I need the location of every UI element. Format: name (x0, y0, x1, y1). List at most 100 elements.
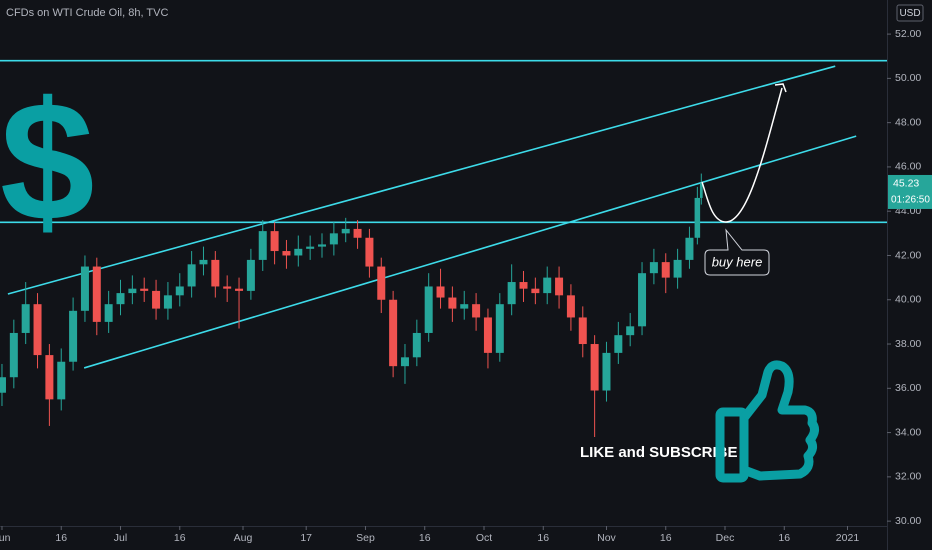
candle-body (626, 326, 635, 336)
y-tick-label: 52.00 (895, 28, 921, 40)
candle-body (341, 228, 350, 234)
candle-body (69, 310, 78, 362)
y-tick-label: 32.00 (895, 471, 921, 483)
channel-line (83, 135, 857, 369)
candle-body (235, 288, 244, 291)
last-price-box (888, 174, 932, 209)
candle-body (590, 344, 599, 391)
candle-body (377, 266, 386, 300)
candle-body (685, 237, 694, 260)
candle-body (673, 259, 682, 278)
candle-body (80, 266, 89, 311)
candle-body (602, 352, 611, 391)
candle-body (519, 282, 528, 289)
x-tick-label: 2021 (836, 532, 860, 544)
candle-body (694, 197, 701, 238)
candle-body (104, 304, 113, 322)
thumbs-up-icon (715, 360, 820, 483)
candle-body (472, 304, 481, 318)
candle-body (389, 299, 398, 367)
candle-body (128, 288, 137, 294)
candle-body (555, 277, 564, 296)
x-tick-label: 16 (778, 532, 790, 544)
x-tick-label: Jul (114, 532, 127, 544)
candle-body (318, 244, 327, 247)
candle-body (152, 290, 161, 309)
x-tick-label: Dec (716, 532, 735, 544)
y-tick-label: 30.00 (895, 515, 921, 527)
candle-body (258, 231, 267, 260)
x-tick-label: 16 (55, 532, 67, 544)
x-tick-label: Oct (476, 532, 492, 544)
x-tick-label: 16 (660, 532, 672, 544)
chart-title: CFDs on WTI Crude Oil, 8h, TVC (6, 7, 168, 19)
cta-text: LIKE and SUBSCRIBE (580, 444, 738, 461)
callout-text: buy here (712, 254, 763, 269)
arrow-curve (701, 87, 783, 223)
arrow-head (774, 83, 787, 93)
x-tick-label: Nov (597, 532, 616, 544)
candle-body (282, 251, 291, 256)
channel-line (7, 65, 836, 295)
candle-body (270, 231, 279, 252)
candle-body (400, 357, 409, 367)
y-tick-label: 40.00 (895, 294, 921, 306)
candle-body (448, 297, 457, 309)
candle-body (365, 237, 374, 267)
candle-body (33, 304, 42, 356)
y-tick-label: 46.00 (895, 161, 921, 173)
candle-body (21, 304, 30, 333)
last-price: 45.23 (893, 178, 919, 190)
candle-body (507, 282, 516, 305)
candle-body (566, 295, 575, 318)
y-tick-label: 36.00 (895, 382, 921, 394)
candle-body (412, 332, 421, 358)
candle-body (116, 293, 125, 305)
candle-body (92, 266, 101, 322)
candle-body (543, 277, 552, 294)
x-tick-label: 16 (537, 532, 549, 544)
plot (0, 59, 887, 438)
candle-body (699, 183, 703, 198)
candle-body (223, 286, 232, 289)
candle-body (199, 259, 208, 265)
x-tick-label: 17 (300, 532, 312, 544)
candle-body (495, 304, 504, 353)
y-tick-label: 48.00 (895, 116, 921, 128)
candle-body (246, 259, 255, 291)
x-tick-label: 16 (174, 532, 186, 544)
candle-body (649, 262, 658, 274)
candle-body (45, 355, 54, 400)
currency: USD (899, 8, 920, 19)
callout-box (704, 228, 770, 276)
candle-body (578, 317, 587, 345)
candle-body (483, 317, 492, 353)
candle-body (163, 295, 172, 309)
candle-body (0, 377, 6, 393)
y-tick-label: 50.00 (895, 72, 921, 84)
candle-body (614, 335, 623, 353)
candle-body (9, 332, 18, 378)
x-tick-label: Aug (234, 532, 253, 544)
candle-body (436, 286, 445, 298)
candle-body (353, 228, 362, 238)
y-tick-label: 34.00 (895, 426, 921, 438)
dollar-icon: $ (0, 67, 95, 257)
candle-body (211, 259, 220, 287)
candle-body (638, 273, 647, 327)
candle-body (531, 288, 540, 294)
candle-body (187, 264, 196, 287)
countdown: 01:26:50 (891, 195, 930, 206)
x-tick-label: Jun (0, 532, 11, 544)
x-tick-label: 16 (419, 532, 431, 544)
currency-box (896, 4, 924, 22)
candle-body (306, 246, 315, 249)
candle-body (140, 288, 149, 291)
y-tick-label: 42.00 (895, 249, 921, 261)
candle-body (294, 248, 303, 256)
y-tick-label: 38.00 (895, 338, 921, 350)
candle-body (175, 286, 184, 296)
candle-body (424, 286, 433, 333)
